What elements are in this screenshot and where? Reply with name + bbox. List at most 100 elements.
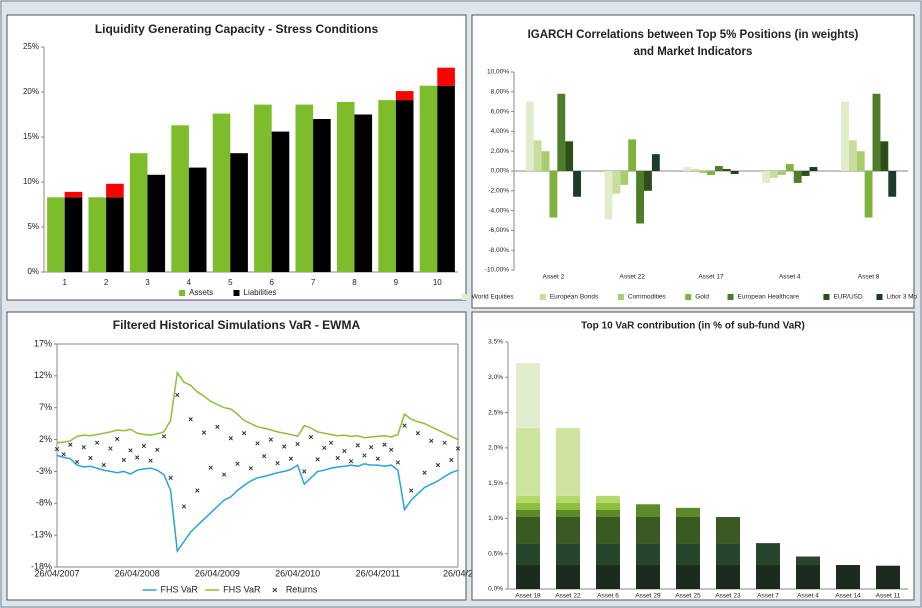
legend-label: FHS VaR — [223, 584, 261, 594]
bar — [556, 565, 580, 589]
point — [322, 445, 327, 451]
bar — [88, 197, 107, 272]
legend-swatch — [617, 294, 624, 300]
bar — [106, 183, 124, 198]
bar — [676, 517, 700, 544]
line — [56, 370, 459, 444]
bar — [313, 119, 331, 272]
x-tick-label: 10 — [433, 278, 442, 287]
y-tick-label: 20% — [23, 87, 39, 96]
y-tick-label: -2,00% — [488, 188, 509, 195]
legend-swatch — [233, 290, 240, 296]
bar — [636, 543, 660, 566]
bar — [796, 565, 820, 589]
point — [342, 448, 347, 454]
y-tick-label: 10,00% — [487, 69, 509, 76]
point — [422, 470, 427, 475]
point — [121, 457, 126, 463]
point — [155, 447, 160, 452]
bar — [64, 197, 83, 272]
point — [348, 459, 354, 464]
x-tick-label: Asset 22 — [620, 274, 646, 281]
x-tick-label: Asset 17 — [698, 274, 724, 281]
bar — [516, 502, 540, 510]
point — [355, 443, 360, 448]
point — [208, 465, 213, 470]
bar — [516, 509, 540, 518]
bar — [596, 509, 620, 518]
point — [108, 446, 113, 451]
point — [128, 448, 133, 453]
bar — [271, 131, 290, 272]
x-tick-label: 26/04/2 — [443, 568, 473, 578]
chart-title: IGARCH Correlations between Top 5% Posit… — [528, 29, 859, 41]
bar — [336, 101, 355, 273]
point — [402, 423, 407, 428]
point — [382, 442, 387, 447]
x-tick-label: Asset 29 — [635, 593, 661, 600]
point — [188, 417, 193, 422]
y-tick-label: 2,0% — [488, 445, 503, 452]
bar — [676, 543, 700, 566]
point — [409, 488, 414, 493]
bar — [516, 565, 540, 589]
bar — [620, 171, 629, 185]
bar — [596, 517, 620, 544]
x-tick-label: 3 — [145, 278, 150, 287]
x-tick-label: 5 — [228, 278, 233, 287]
y-tick-label: -3% — [36, 466, 52, 476]
legend-swatch — [685, 294, 692, 300]
chart-title: Liquidity Generating Capacity - Stress C… — [95, 22, 379, 36]
point — [135, 455, 140, 460]
x-tick-label: Asset 14 — [835, 593, 861, 600]
bar — [395, 91, 414, 101]
y-tick-label: 0% — [27, 267, 39, 276]
y-tick-label: 6,00% — [491, 108, 510, 115]
x-tick-label: Asset 8 — [858, 274, 880, 281]
bar — [437, 67, 455, 86]
chart-title: Top 10 VaR contribution (in % of sub-fun… — [581, 321, 805, 332]
bar — [556, 543, 580, 566]
bar — [676, 565, 700, 589]
point — [54, 446, 60, 452]
bar — [876, 565, 900, 589]
bar — [533, 140, 542, 171]
point — [268, 437, 274, 442]
y-tick-label: -13% — [31, 530, 52, 540]
y-tick-label: 25% — [23, 42, 39, 51]
x-tick-label: 26/04/2009 — [195, 568, 240, 578]
bar — [836, 565, 860, 589]
bar — [636, 565, 660, 589]
bar — [716, 543, 740, 566]
point — [101, 462, 106, 468]
bar — [395, 100, 414, 272]
x-tick-label: 2 — [104, 278, 109, 287]
point — [442, 440, 447, 445]
x-tick-label: Asset 25 — [675, 593, 701, 600]
point — [362, 453, 367, 458]
bar — [378, 100, 396, 272]
bar — [699, 171, 708, 173]
y-tick-label: 4,00% — [491, 128, 510, 135]
y-tick-label: 0,5% — [488, 550, 503, 557]
legend-swatch — [179, 290, 186, 296]
point — [148, 458, 153, 463]
point — [141, 443, 147, 449]
legend-swatch — [539, 294, 546, 300]
bar — [295, 104, 314, 272]
point — [435, 462, 441, 468]
legend-swatch — [461, 294, 468, 300]
bar — [419, 85, 438, 272]
bar — [254, 104, 272, 272]
bar — [516, 428, 540, 496]
legend-label: EUR/USD — [833, 294, 863, 301]
x-tick-label: 26/04/2010 — [275, 568, 320, 578]
bar — [785, 164, 794, 171]
bar — [796, 556, 820, 566]
y-tick-label: 5% — [27, 222, 39, 231]
point — [282, 444, 287, 449]
point — [328, 440, 334, 445]
y-tick-label: -6,00% — [488, 227, 509, 234]
bar — [730, 171, 739, 174]
